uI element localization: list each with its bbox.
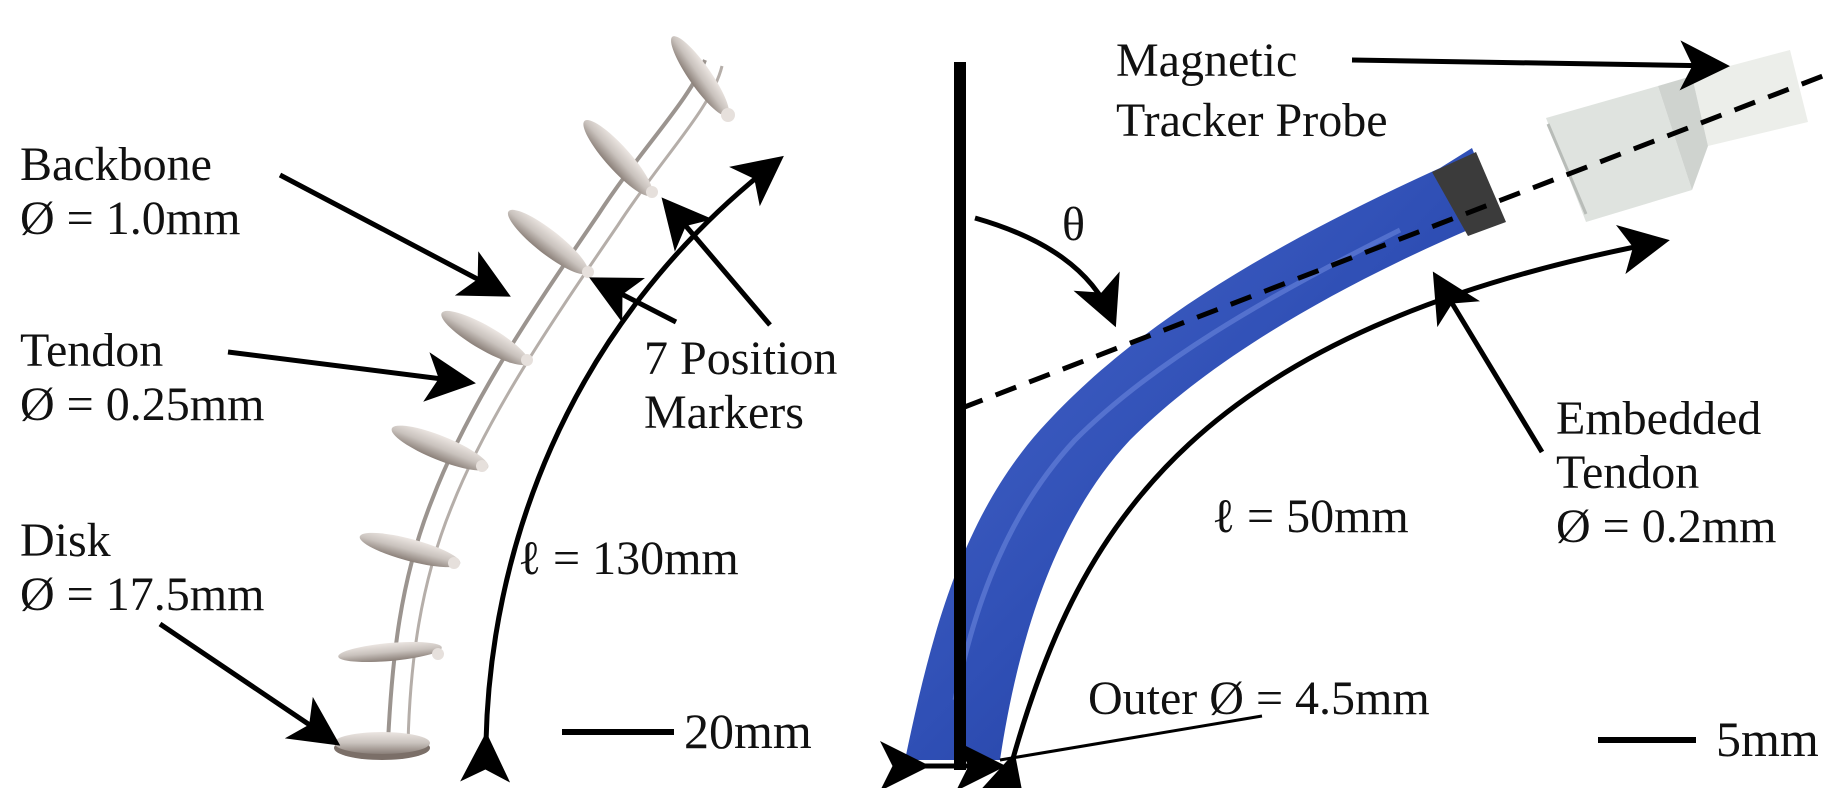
length-arc-130 (460, 155, 784, 783)
tendon-arrow (227, 349, 476, 402)
disk-3 (359, 532, 461, 569)
tube-dark-band (1432, 152, 1506, 236)
backbone-label: Backbone Ø = 1.0mm (20, 138, 240, 245)
outer-diameter-label: Outer Ø = 4.5mm (1088, 672, 1430, 725)
theta-label: θ (1062, 198, 1085, 251)
length-50-label: ℓ = 50mm (1212, 490, 1409, 543)
magnetic-tracker-probe (1546, 50, 1808, 222)
probe-label: Magnetic Tracker Probe (1116, 34, 1388, 147)
outer-diameter-leader (999, 714, 1263, 762)
left-panel: Backbone Ø = 1.0mm Tendon Ø = 0.25mm Dis… (20, 36, 849, 783)
disk-1 (334, 732, 430, 760)
probe-arrow (1351, 40, 1730, 91)
disk-arrow (158, 621, 341, 746)
backbone-arrow (278, 172, 511, 297)
length-130-label: ℓ = 130mm (518, 532, 739, 585)
disk-8 (671, 36, 735, 122)
disk-label: Disk Ø = 17.5mm (20, 514, 264, 621)
disk-2 (338, 641, 444, 663)
markers-label: 7 Position Markers (644, 332, 849, 439)
length-arc-50 (977, 224, 1670, 788)
theta-arc-arrow (974, 215, 1120, 328)
tendon-label: Tendon Ø = 0.25mm (20, 324, 264, 431)
marker-arrow-2 (661, 197, 772, 327)
scale-20mm-label: 20mm (684, 703, 812, 759)
embedded-tendon-label: Embedded Tendon Ø = 0.2mm (1556, 392, 1776, 553)
disk-5 (441, 310, 533, 366)
scale-5mm-label: 5mm (1716, 711, 1819, 767)
disk-7 (583, 119, 658, 198)
blue-tube (905, 148, 1500, 760)
embedded-tendon-arrow (1432, 271, 1545, 454)
right-panel: θ Magnetic Tracker Probe Embedded Tendon… (880, 34, 1829, 788)
